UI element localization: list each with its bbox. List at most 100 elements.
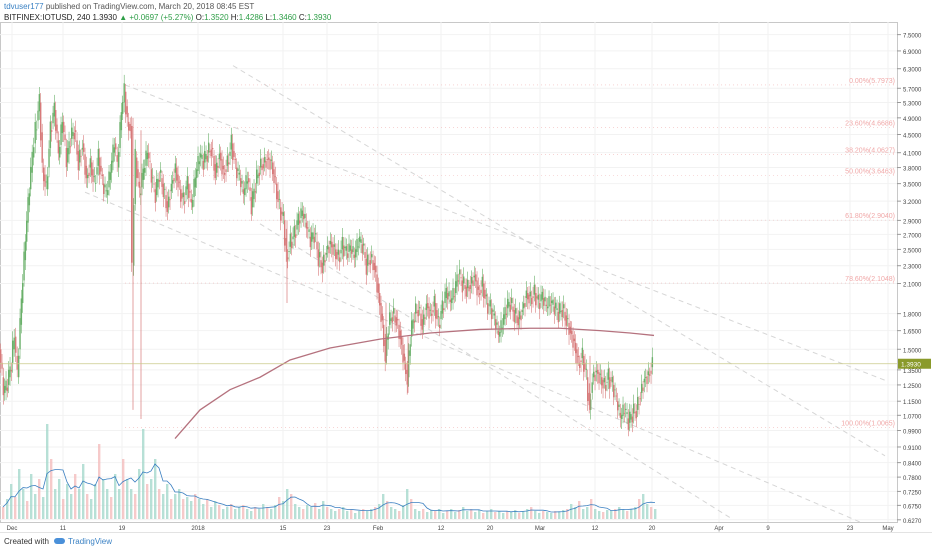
candle-body <box>528 294 530 304</box>
candle-body <box>372 260 374 271</box>
volume-bar <box>146 484 149 519</box>
candle-body <box>248 178 250 183</box>
candle-body <box>20 298 23 325</box>
y-tick-label: 6.3000 <box>903 68 922 74</box>
volume-bar <box>542 511 545 519</box>
candle-body <box>398 324 400 339</box>
candle-body <box>547 306 549 309</box>
candle-body <box>81 147 84 150</box>
volume-bar <box>518 513 521 519</box>
candle-body <box>59 146 61 158</box>
candle-body <box>168 196 170 208</box>
candle-body <box>483 283 485 298</box>
volume-bar <box>266 507 269 519</box>
y-tick-label: 7.5000 <box>903 34 922 40</box>
candle-body <box>495 319 497 329</box>
volume-bar <box>22 489 25 519</box>
candle-body <box>371 254 373 258</box>
candle-body <box>236 167 238 179</box>
volume-bar <box>126 479 129 519</box>
candle-body <box>220 152 222 161</box>
volume-bar <box>418 511 421 519</box>
candle-body <box>23 251 25 281</box>
volume-bar <box>202 504 205 519</box>
candle-body <box>99 157 101 175</box>
candle-body <box>357 246 360 248</box>
candle-body <box>521 310 524 312</box>
candle-body <box>505 313 508 315</box>
candle-body <box>262 164 265 169</box>
candle-body <box>577 355 580 358</box>
volume-bar <box>234 509 237 519</box>
candle-body <box>481 276 484 287</box>
open-value: 1.3520 <box>204 13 229 22</box>
volume-bar <box>102 479 105 519</box>
candle-body <box>138 181 141 188</box>
volume-bar <box>346 511 349 519</box>
volume-bar <box>262 504 265 519</box>
candle-body <box>1 362 3 369</box>
candle-body <box>425 303 428 311</box>
candle-body <box>479 293 481 296</box>
candle-body <box>325 253 328 255</box>
candle-body <box>642 387 644 391</box>
volume-bar <box>86 494 89 519</box>
volume-bar <box>158 489 161 519</box>
candle-body <box>85 165 88 179</box>
candle-body <box>48 148 50 168</box>
channel-line <box>259 223 733 520</box>
tradingview-brand[interactable]: TradingView <box>68 537 113 546</box>
fib-level-label: 78.60%(2.1048) <box>845 276 895 283</box>
candle-body <box>524 303 526 307</box>
candle-body <box>456 274 458 287</box>
published-text: published on TradingView.com, March 20, … <box>45 2 255 11</box>
candle-body <box>257 174 259 179</box>
y-tick-label: 1.8000 <box>903 313 922 319</box>
candle-body <box>449 299 452 303</box>
y-tick-label: 3.5000 <box>903 183 922 189</box>
candle-body <box>79 149 81 163</box>
candle-body <box>185 186 187 196</box>
candle-body <box>411 320 413 337</box>
candle-body <box>587 377 589 402</box>
price-chart[interactable]: 7.5000 6.9000 6.3000 5.7000 5.3000 4.9000 4.50… <box>0 22 932 532</box>
candle-body <box>556 308 558 311</box>
candle-body <box>261 165 263 171</box>
volume-bar <box>214 501 217 519</box>
fib-level-label: 100.00%(1.0065) <box>841 420 895 427</box>
volume-bar <box>10 484 13 519</box>
candle-body <box>405 362 407 375</box>
volume-bar <box>386 501 389 519</box>
candle-body <box>387 333 389 340</box>
volume-bar <box>574 507 577 519</box>
candle-body <box>421 319 424 330</box>
volume-bar <box>226 507 229 519</box>
candle-body <box>156 179 158 196</box>
candle-body <box>30 166 32 190</box>
candle-body <box>100 165 102 172</box>
candle-body <box>615 395 618 397</box>
x-tick-label: May <box>882 526 893 532</box>
candle-body <box>83 143 85 152</box>
candle-body <box>68 141 70 155</box>
candle-body <box>217 165 219 168</box>
volume-bar <box>358 511 361 519</box>
candle-body <box>284 220 286 246</box>
candle-body <box>242 189 245 194</box>
volume-bar <box>218 505 221 519</box>
candle-body <box>288 250 290 253</box>
volume-bar <box>394 509 397 519</box>
volume-bar <box>26 501 29 519</box>
y-tick-label: 2.1000 <box>903 282 922 288</box>
author-name[interactable]: tdvuser177 <box>4 2 44 11</box>
volume-bar <box>82 464 85 519</box>
volume-bar <box>142 429 145 519</box>
y-tick-label: 1.1500 <box>903 400 922 406</box>
candle-body <box>364 252 366 258</box>
volume-bar <box>206 499 209 519</box>
candle-body <box>194 177 197 188</box>
candle-body <box>492 309 494 312</box>
candle-body <box>57 140 60 154</box>
candle-body <box>238 172 241 175</box>
candle-body <box>515 308 517 314</box>
